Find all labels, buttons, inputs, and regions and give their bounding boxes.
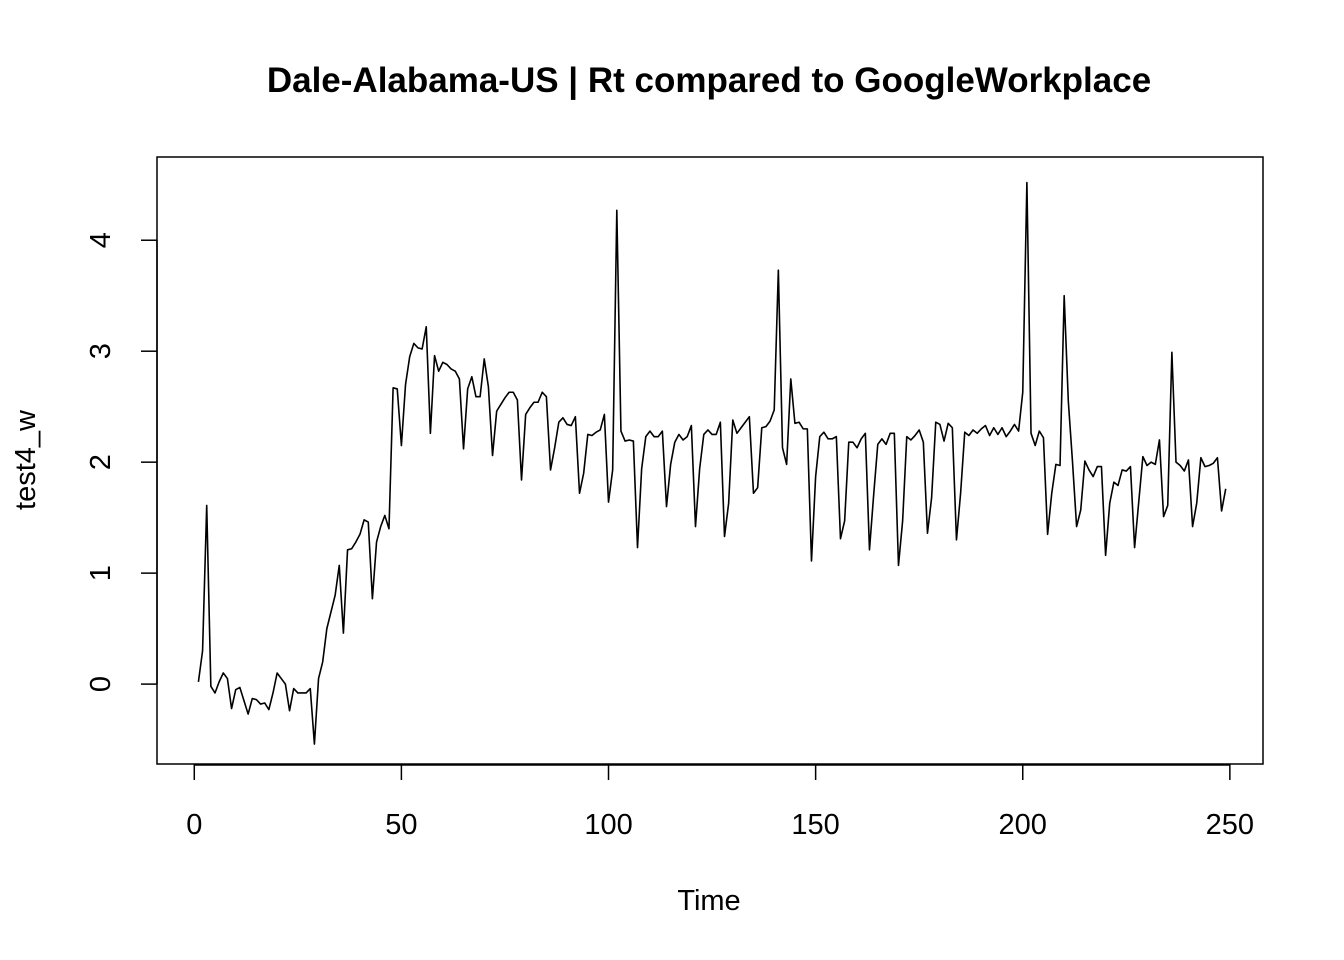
y-tick-label: 0 (85, 676, 117, 692)
series-line (197, 181, 1227, 745)
chart-title: Dale-Alabama-US | Rt compared to GoogleW… (267, 61, 1151, 100)
y-tick-label: 2 (85, 454, 117, 470)
x-tick-label: 50 (385, 809, 417, 841)
y-tick-label: 4 (85, 232, 117, 248)
x-axis-title: Time (677, 885, 740, 917)
x-tick-label: 100 (584, 809, 632, 841)
x-tick-label: 150 (791, 809, 839, 841)
y-axis: 0 1 2 3 4 (85, 232, 158, 692)
y-tick-label: 3 (85, 343, 117, 359)
x-tick-label: 200 (999, 809, 1047, 841)
series-layer (197, 181, 1227, 745)
y-tick-label: 1 (85, 565, 117, 581)
y-axis-title: test4_w (10, 409, 42, 510)
x-axis: 0 50 100 150 200 250 (186, 764, 1254, 841)
x-tick-label: 250 (1206, 809, 1254, 841)
x-tick-label: 0 (186, 809, 202, 841)
